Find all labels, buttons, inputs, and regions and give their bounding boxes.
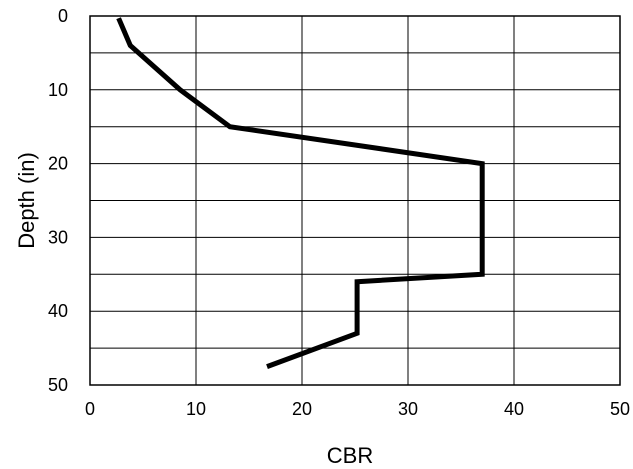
y-tick-label: 30 [48, 227, 68, 247]
x-tick-label: 0 [85, 399, 95, 419]
y-tick-label: 50 [48, 375, 68, 395]
y-tick-label: 10 [48, 80, 68, 100]
x-tick-label: 40 [504, 399, 524, 419]
x-tick-labels: 0 10 20 30 40 50 [85, 399, 630, 419]
y-tick-label: 20 [48, 154, 68, 174]
x-tick-label: 20 [292, 399, 312, 419]
y-tick-label: 40 [48, 301, 68, 321]
plot-frame [89, 15, 621, 386]
x-tick-label: 30 [398, 399, 418, 419]
x-tick-label: 10 [186, 399, 206, 419]
cbr-profile-line [116, 17, 485, 369]
y-axis-label: Depth (in) [14, 152, 39, 249]
y-tick-labels: 0 10 20 30 40 50 [48, 6, 68, 395]
y-tick-label: 0 [58, 6, 68, 26]
x-axis-label: CBR [327, 443, 373, 468]
data-series [116, 17, 485, 369]
x-tick-label: 50 [610, 399, 630, 419]
